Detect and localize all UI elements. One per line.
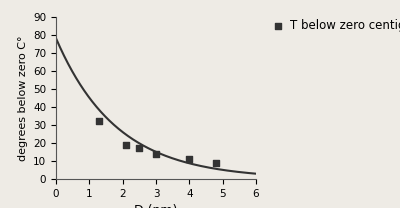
T below zero centigrade bbox=[213, 161, 219, 164]
T below zero centigrade bbox=[153, 152, 159, 155]
X-axis label: D (nm): D (nm) bbox=[134, 204, 178, 208]
Y-axis label: degrees below zero C°: degrees below zero C° bbox=[18, 35, 28, 161]
Legend: T below zero centigrade: T below zero centigrade bbox=[272, 19, 400, 32]
T below zero centigrade bbox=[186, 157, 192, 161]
T below zero centigrade bbox=[136, 147, 142, 150]
T below zero centigrade bbox=[123, 143, 129, 146]
T below zero centigrade bbox=[96, 120, 102, 123]
